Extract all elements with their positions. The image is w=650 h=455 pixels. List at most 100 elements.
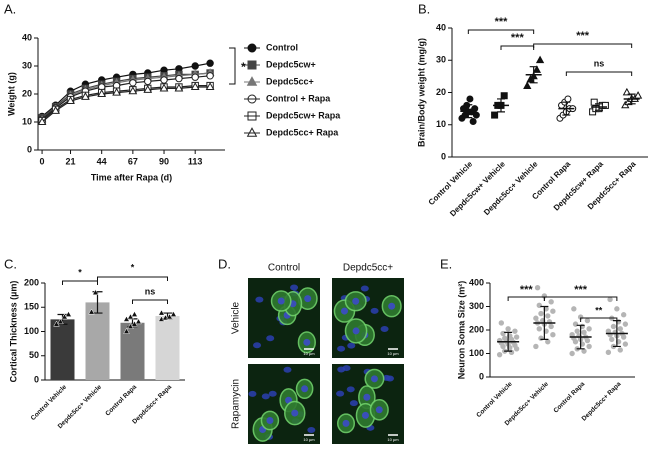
y-tick-label: 0 <box>441 151 446 161</box>
significance-bracket <box>500 45 535 50</box>
row-label: Vehicle <box>231 301 242 334</box>
data-point <box>65 310 72 317</box>
data-point <box>505 326 511 332</box>
y-axis-label: Brain/Body weight (mg/g) <box>416 38 426 147</box>
legend-label: Depdc5cw+ <box>266 59 316 69</box>
bar <box>50 319 75 380</box>
y-tick-label: 0 <box>34 374 39 384</box>
significance-bracket <box>132 299 168 304</box>
data-point <box>175 74 183 83</box>
error-bar <box>562 101 571 116</box>
legend-label: Depdc5cw+ Rapa <box>266 110 341 120</box>
neuron-nucleus <box>370 375 378 383</box>
nucleus <box>349 400 358 407</box>
x-tick-label: Depdc5cc+ Rapa <box>131 383 173 425</box>
data-point <box>610 323 617 330</box>
neuron-nucleus <box>340 307 348 315</box>
data-point <box>614 306 620 312</box>
data-point <box>500 330 506 337</box>
significance-bracket <box>533 43 633 48</box>
data-point <box>533 343 539 350</box>
data-point <box>502 335 508 341</box>
y-axis-label: Weight (g) <box>6 72 16 116</box>
data-point <box>586 326 592 332</box>
y-tick-label: 10 <box>436 119 446 129</box>
nucleus <box>290 284 299 291</box>
data-point <box>622 87 632 96</box>
nucleus <box>261 393 270 400</box>
data-point <box>97 89 107 98</box>
x-tick-label: Control Vehicle <box>475 380 514 419</box>
y-tick-label: 10 <box>22 116 32 126</box>
significance-bracket <box>507 296 545 301</box>
legend-label: Depdc5cc+ <box>266 76 314 86</box>
x-axis-label: Time after Rapa (d) <box>91 172 172 182</box>
y-axis-label: Neuron Soma Size (m²) <box>456 281 466 380</box>
data-point <box>498 320 505 326</box>
y-tick-label: 200 <box>469 324 484 334</box>
data-point <box>112 87 121 96</box>
data-point <box>206 72 214 80</box>
nucleus <box>380 326 389 333</box>
x-tick-label: Control Rapa <box>104 383 138 417</box>
data-point <box>128 86 138 95</box>
x-tick-label: Depdc5cc+ Rapa <box>581 380 623 422</box>
data-point <box>569 332 575 338</box>
neuron-nucleus <box>291 409 299 417</box>
data-point <box>143 84 153 93</box>
data-point <box>581 329 587 336</box>
legend-label: Control <box>266 42 298 52</box>
data-point <box>37 117 47 126</box>
scale-bar-label: 10 µm <box>387 437 399 442</box>
significance-bracket <box>580 317 618 322</box>
data-point <box>144 77 152 86</box>
data-point <box>496 351 503 358</box>
data-point <box>609 336 615 343</box>
data-point <box>500 92 508 100</box>
nucleus <box>370 307 379 314</box>
legend-label: Control + Rapa <box>266 93 331 103</box>
data-point <box>466 95 474 103</box>
significance-label: *** <box>511 32 525 44</box>
significance-bracket <box>543 296 618 301</box>
data-point <box>129 79 137 87</box>
legend-marker <box>246 127 258 137</box>
x-tick-label: 0 <box>40 156 45 166</box>
y-tick-label: 40 <box>22 32 32 42</box>
data-point <box>190 82 200 91</box>
data-point <box>66 96 75 105</box>
y-tick-label: 20 <box>436 87 446 97</box>
significance-bracket <box>229 47 236 85</box>
y-tick-label: 100 <box>24 326 39 336</box>
significance-label: * <box>241 60 246 74</box>
x-tick-label: 67 <box>128 156 138 166</box>
data-point <box>607 296 613 303</box>
scale-bar-label: 10 µm <box>303 351 315 356</box>
significance-label: * <box>78 267 82 277</box>
x-tick-label: 44 <box>97 156 107 166</box>
data-point <box>605 328 612 334</box>
x-tick-label: Control Vehicle <box>30 383 69 422</box>
y-tick-label: 150 <box>24 302 39 312</box>
data-point <box>170 310 177 317</box>
panel-label: C. <box>4 256 17 271</box>
data-point <box>513 334 520 340</box>
column-label: Depdc5cc+ <box>343 263 393 274</box>
data-point <box>550 308 556 314</box>
significance-bracket <box>97 276 168 281</box>
data-point <box>545 313 551 319</box>
nucleus <box>248 390 257 397</box>
nucleus <box>336 390 345 397</box>
y-tick-label: 30 <box>22 60 32 70</box>
nucleus <box>266 335 275 342</box>
significance-bracket <box>565 71 633 76</box>
data-point <box>564 95 572 103</box>
data-point <box>51 105 60 114</box>
data-point <box>571 306 577 312</box>
data-point <box>545 339 551 345</box>
data-point <box>491 111 499 119</box>
significance-label: ** <box>595 305 603 315</box>
data-point <box>601 101 609 109</box>
error-bar <box>529 66 538 84</box>
neuron-nucleus <box>342 419 350 427</box>
